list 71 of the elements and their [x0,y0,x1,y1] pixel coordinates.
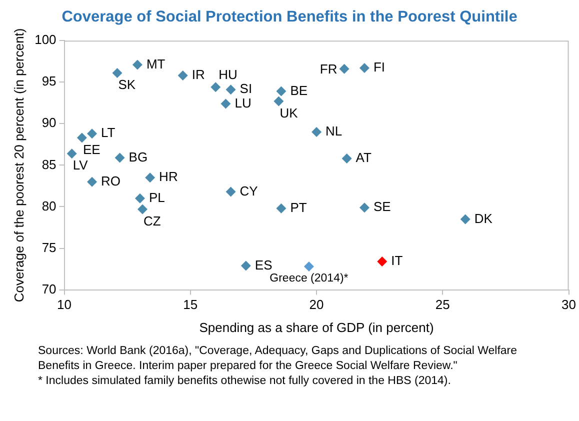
y-axis-title: Coverage of the poorest 20 percent (in percent) [11,28,26,302]
annotation: CZ [143,213,161,228]
x-tick-label: 20 [309,297,324,312]
text: * Includes simulated family benefits othewise not fully covered in the HBS (2014). [38,374,452,389]
point [226,186,236,197]
annotation: PL [148,190,165,206]
annotation: CY [240,183,258,198]
point [87,176,98,187]
annotation: UK [280,105,298,120]
annotation: BG [128,149,148,164]
annotation: LV [72,158,88,173]
point [87,128,98,139]
annotation: Greece (2014)* [270,272,349,284]
chart-title: Coverage of Social Protection Benefits in the Poorest Quintile [62,8,518,26]
point [274,96,284,106]
point [304,262,314,272]
point [276,203,286,214]
y-tick-label: 95 [42,74,56,89]
annotation: RO [101,173,121,188]
point [312,126,322,137]
point [342,154,352,164]
x-tick-label: 25 [435,297,450,312]
point [377,256,388,267]
annotation: FI [373,60,386,75]
point [226,84,236,95]
point [240,260,251,271]
annotation: BE [290,82,308,98]
x-tick-label: 10 [57,297,72,312]
point [114,152,125,163]
y-tick-label: 80 [42,198,56,214]
annotation: MT [146,56,166,72]
point [178,70,188,80]
x-tick-label: 30 [562,297,576,312]
annotation: SI [240,81,252,96]
annotation: FR [320,61,338,76]
x-tick-label: 15 [183,297,198,312]
annotation: SE [373,199,392,214]
point [134,193,145,204]
point [359,202,370,213]
point [66,148,77,159]
annotation: HU [218,67,238,82]
point [145,172,156,183]
annotation: AT [356,150,372,166]
y-tick-label: 100 [34,32,56,48]
annotation: HR [159,169,178,184]
annotation: EE [82,142,101,157]
annotation: LU [234,95,252,110]
point [132,60,142,70]
point [359,63,370,74]
annotation: IT [391,253,403,268]
point [210,82,221,92]
point [76,132,87,143]
annotation: ES [254,257,273,272]
y-tick-label: 70 [42,281,56,296]
point [137,204,148,214]
annotation: NL [326,124,342,139]
annotation: DK [474,210,493,226]
x-axis-title: Spending as a share of GDP (in percent) [199,320,434,335]
y-tick-label: 75 [42,240,56,255]
point [112,68,122,78]
source-note: Sources: World Bank (2016a), "Coverage, Adequacy, Gaps and Duplications of Social Welfare Benefits in Greece. Interim paper prepared for the Greece Social Welfare Review." [38,344,518,374]
annotation: PT [290,200,307,215]
y-tick-label: 90 [42,115,56,130]
point [276,86,286,96]
annotation: IR [192,67,205,82]
point [460,214,470,224]
point [220,98,231,109]
y-tick-label: 85 [42,156,56,172]
point [339,64,350,74]
annotation: LT [101,125,116,140]
annotation: SK [118,77,136,92]
